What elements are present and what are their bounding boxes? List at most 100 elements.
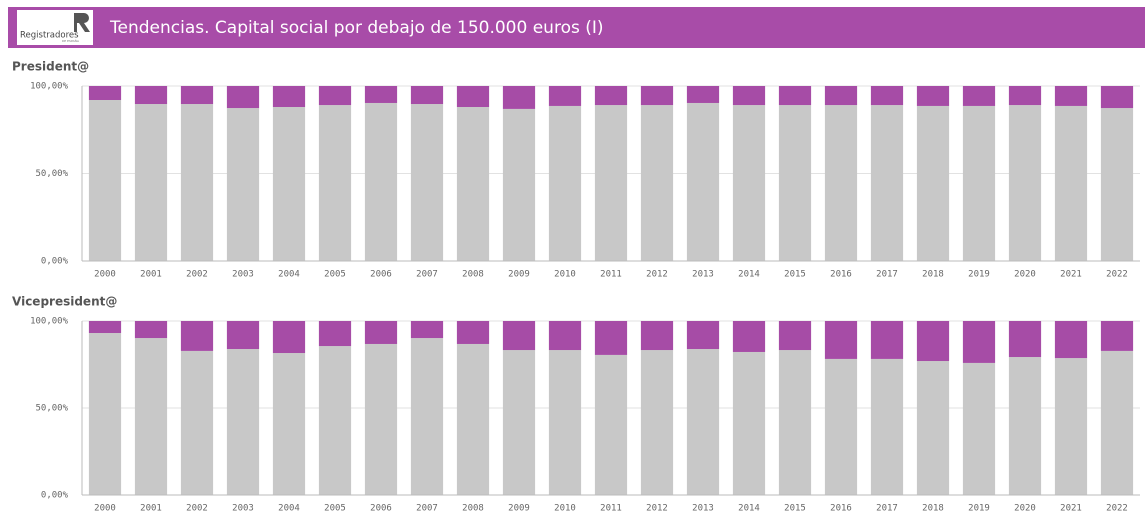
x-tick-label: 2021 (1060, 270, 1082, 280)
x-tick-label: 2014 (738, 270, 760, 280)
bar-segment (226, 349, 260, 495)
bar-segment (180, 104, 214, 262)
logo-subtitle: DE ESPAÑA (62, 38, 80, 43)
bar-segment (410, 104, 444, 262)
x-tick-label: 2018 (922, 270, 944, 280)
bar-segment (1054, 105, 1088, 261)
x-tick-label: 2010 (554, 270, 576, 280)
bar-segment (180, 350, 214, 495)
x-tick-label: 2007 (416, 504, 438, 514)
bar-segment (318, 346, 352, 495)
bar-segment (272, 321, 306, 354)
bar-segment (364, 86, 398, 103)
bar-segment (456, 86, 490, 107)
x-tick-label: 2011 (600, 504, 622, 514)
x-tick-label: 2012 (646, 270, 668, 280)
x-tick-label: 2001 (140, 504, 162, 514)
bar-segment (364, 321, 398, 344)
bar-segment (226, 321, 260, 350)
bar-segment (962, 86, 996, 106)
bar-segment (502, 108, 536, 261)
bar-segment (778, 86, 812, 106)
x-tick-label: 2006 (370, 270, 392, 280)
bar-segment (686, 102, 720, 261)
x-tick-label: 2016 (830, 504, 852, 514)
bar-segment (88, 86, 122, 100)
bar-segment (686, 86, 720, 103)
bar-segment (640, 105, 674, 261)
x-tick-label: 2016 (830, 270, 852, 280)
bar-segment (134, 86, 168, 105)
bar-segment (364, 343, 398, 495)
y-tick-label: 100,00% (30, 317, 69, 327)
bar-segment (88, 333, 122, 495)
bar-segment (1100, 350, 1134, 495)
bar-segment (962, 321, 996, 363)
bar-segment (686, 321, 720, 350)
bar-segment (272, 86, 306, 107)
x-tick-label: 2015 (784, 504, 806, 514)
bar-segment (226, 86, 260, 109)
chart-title: Vicepresident@ (12, 295, 117, 309)
x-tick-label: 2005 (324, 270, 346, 280)
bar-segment (1100, 86, 1134, 109)
x-tick-label: 2009 (508, 504, 530, 514)
x-tick-label: 2006 (370, 504, 392, 514)
logo-text: Registradores (20, 31, 79, 41)
bar-segment (548, 321, 582, 351)
bar-segment (456, 321, 490, 344)
x-tick-label: 2021 (1060, 504, 1082, 514)
bar-segment (502, 350, 536, 495)
x-tick-label: 2019 (968, 504, 990, 514)
x-tick-label: 2019 (968, 270, 990, 280)
x-tick-label: 2014 (738, 504, 760, 514)
bar-segment (916, 86, 950, 106)
x-tick-label: 2017 (876, 270, 898, 280)
bar-segment (824, 321, 858, 359)
bar-segment (916, 105, 950, 261)
bar-segment (732, 351, 766, 495)
bar-segment (180, 86, 214, 105)
bar-segment (364, 102, 398, 261)
bar-segment (870, 321, 904, 359)
x-tick-label: 2015 (784, 270, 806, 280)
bar-segment (1054, 358, 1088, 495)
bar-segment (548, 350, 582, 495)
x-tick-label: 2017 (876, 504, 898, 514)
bar-segment (594, 105, 628, 261)
x-tick-label: 2020 (1014, 270, 1036, 280)
bar-segment (410, 321, 444, 339)
bar-segment (502, 321, 536, 351)
bar-segment (778, 321, 812, 351)
bar-segment (640, 350, 674, 495)
bar-segment (1008, 357, 1042, 495)
x-tick-label: 2002 (186, 270, 208, 280)
bar-segment (134, 104, 168, 262)
bar-segment (410, 86, 444, 105)
bar-segment (824, 86, 858, 106)
header-bar (8, 7, 1145, 48)
bar-segment (962, 105, 996, 261)
logo-icon (74, 13, 90, 32)
bar-segment (824, 358, 858, 495)
x-tick-label: 2011 (600, 270, 622, 280)
bar-segment (548, 86, 582, 106)
chart-title: President@ (12, 60, 89, 74)
x-tick-label: 2022 (1106, 504, 1128, 514)
bar-segment (870, 86, 904, 106)
bar-segment (732, 86, 766, 106)
x-tick-label: 2004 (278, 270, 300, 280)
bar-segment (824, 105, 858, 261)
x-tick-label: 2020 (1014, 504, 1036, 514)
x-tick-label: 2003 (232, 504, 254, 514)
bar-segment (1054, 321, 1088, 359)
bar-segment (1100, 321, 1134, 351)
bar-segment (916, 321, 950, 362)
bar-segment (594, 354, 628, 495)
bar-segment (1100, 108, 1134, 261)
x-tick-label: 2008 (462, 504, 484, 514)
bar-segment (88, 321, 122, 334)
x-tick-label: 2012 (646, 504, 668, 514)
bar-segment (134, 321, 168, 339)
